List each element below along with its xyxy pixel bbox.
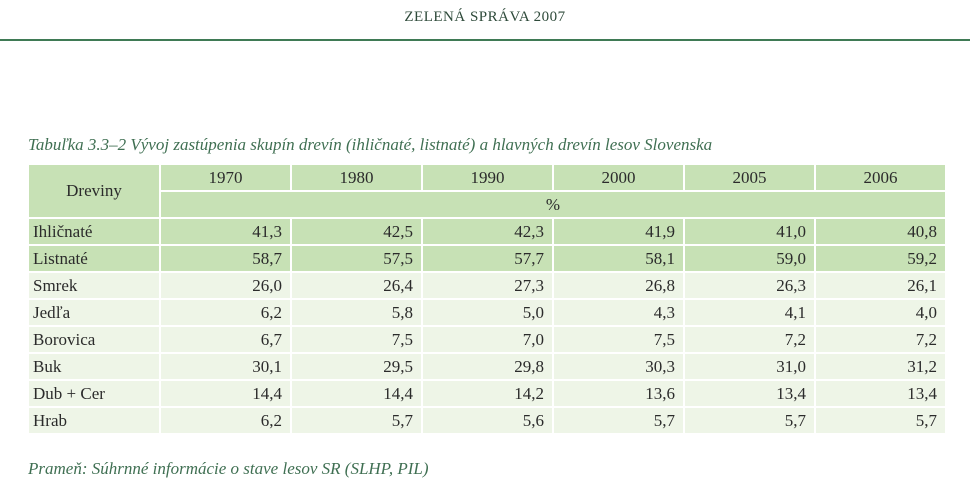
- table-cell-value: 42,3: [421, 217, 554, 246]
- table-cell-value: 29,5: [290, 352, 423, 381]
- table-cell-value: 5,7: [552, 406, 685, 435]
- table-row: Dub + Cer 14,4 14,4 14,2 13,6 13,4 13,4: [27, 379, 947, 408]
- table-cell-value: 31,0: [683, 352, 816, 381]
- column-header-year: 1970: [159, 163, 292, 192]
- table-cell-value: 5,8: [290, 298, 423, 327]
- table-cell-value: 57,5: [290, 244, 423, 273]
- table-cell-value: 6,2: [159, 406, 292, 435]
- table-header-row: Dreviny 1970 1980 1990 2000 2005 2006: [27, 163, 947, 219]
- column-header-year: 1990: [421, 163, 554, 192]
- table-cell-value: 42,5: [290, 217, 423, 246]
- table-cell-value: 58,7: [159, 244, 292, 273]
- page-header-title: ZELENÁ SPRÁVA 2007: [404, 9, 566, 25]
- row-label: Borovica: [27, 325, 161, 354]
- table-cell-value: 7,0: [421, 325, 554, 354]
- table-cell-value: 31,2: [814, 352, 947, 381]
- table-cell-value: 7,2: [683, 325, 816, 354]
- table-cell-value: 5,7: [683, 406, 816, 435]
- row-label: Dub + Cer: [27, 379, 161, 408]
- row-label: Jedľa: [27, 298, 161, 327]
- row-label: Ihličnaté: [27, 217, 161, 246]
- table-cell-value: 6,7: [159, 325, 292, 354]
- table-cell-value: 4,1: [683, 298, 816, 327]
- table-cell-value: 13,6: [552, 379, 685, 408]
- table-cell-value: 41,0: [683, 217, 816, 246]
- table-row: Smrek 26,0 26,4 27,3 26,8 26,3 26,1: [27, 271, 947, 300]
- table-unit-row: %: [28, 190, 947, 219]
- table-row: Hrab 6,2 5,7 5,6 5,7 5,7 5,7: [27, 406, 947, 435]
- table-cell-value: 27,3: [421, 271, 554, 300]
- table-cell-value: 5,7: [814, 406, 947, 435]
- column-header-dreviny: Dreviny: [27, 163, 161, 219]
- table-cell-value: 13,4: [814, 379, 947, 408]
- table-cell-value: 41,3: [159, 217, 292, 246]
- table-cell-value: 59,0: [683, 244, 816, 273]
- table-row: Buk 30,1 29,5 29,8 30,3 31,0 31,2: [27, 352, 947, 381]
- table-row: Jedľa 6,2 5,8 5,0 4,3 4,1 4,0: [27, 298, 947, 327]
- table-cell-value: 5,0: [421, 298, 554, 327]
- table-cell-value: 57,7: [421, 244, 554, 273]
- table-row: Borovica 6,7 7,5 7,0 7,5 7,2 7,2: [27, 325, 947, 354]
- row-label: Listnaté: [27, 244, 161, 273]
- table-cell-value: 7,5: [552, 325, 685, 354]
- table-caption: Tabuľka 3.3–2 Vývoj zastúpenia skupín dr…: [28, 135, 713, 154]
- row-label: Hrab: [27, 406, 161, 435]
- column-header-year: 2005: [683, 163, 816, 192]
- table-cell-value: 26,0: [159, 271, 292, 300]
- header-divider: [0, 39, 970, 41]
- table-cell-value: 5,7: [290, 406, 423, 435]
- table-cell-value: 30,3: [552, 352, 685, 381]
- table-cell-value: 41,9: [552, 217, 685, 246]
- table-row: Listnaté 58,7 57,5 57,7 58,1 59,0 59,2: [27, 244, 947, 273]
- table-cell-value: 26,3: [683, 271, 816, 300]
- table-cell-value: 14,4: [290, 379, 423, 408]
- table-cell-value: 14,2: [421, 379, 554, 408]
- tree-species-table: Dreviny 1970 1980 1990 2000 2005 2006 % …: [27, 163, 947, 435]
- table-cell-value: 30,1: [159, 352, 292, 381]
- table-cell-value: 40,8: [814, 217, 947, 246]
- table-cell-value: 4,3: [552, 298, 685, 327]
- row-label: Smrek: [27, 271, 161, 300]
- table-row: Ihličnaté 41,3 42,5 42,3 41,9 41,0 40,8: [27, 217, 947, 246]
- table-cell-value: 26,1: [814, 271, 947, 300]
- row-label: Buk: [27, 352, 161, 381]
- table-body: Ihličnaté 41,3 42,5 42,3 41,9 41,0 40,8 Listnat…: [27, 217, 947, 435]
- table-cell-value: 5,6: [421, 406, 554, 435]
- table-cell-value: 29,8: [421, 352, 554, 381]
- table-cell-value: 13,4: [683, 379, 816, 408]
- column-header-year: 2006: [814, 163, 947, 192]
- unit-header: %: [159, 190, 947, 219]
- table-cell-value: 26,8: [552, 271, 685, 300]
- table-cell-value: 26,4: [290, 271, 423, 300]
- table-cell-value: 58,1: [552, 244, 685, 273]
- column-header-year: 2000: [552, 163, 685, 192]
- column-header-year: 1980: [290, 163, 423, 192]
- table-cell-value: 59,2: [814, 244, 947, 273]
- table-cell-value: 7,2: [814, 325, 947, 354]
- table-source-note: Prameň: Súhrnné informácie o stave lesov…: [28, 459, 429, 478]
- table-cell-value: 14,4: [159, 379, 292, 408]
- table-cell-value: 6,2: [159, 298, 292, 327]
- table-cell-value: 7,5: [290, 325, 423, 354]
- table-cell-value: 4,0: [814, 298, 947, 327]
